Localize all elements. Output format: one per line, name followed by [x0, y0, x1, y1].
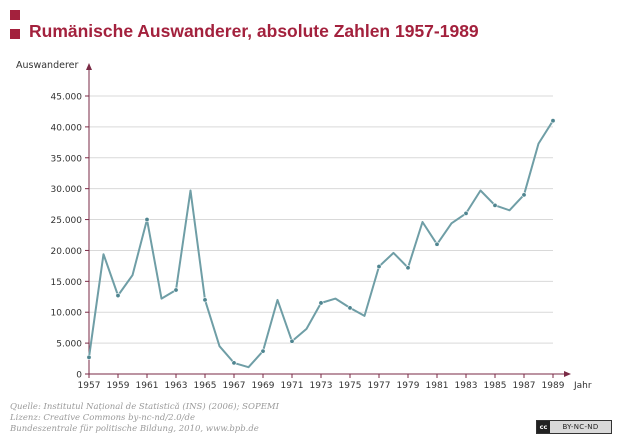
data-point — [144, 217, 150, 223]
y-tick-label: 45.000 — [51, 93, 83, 103]
data-point — [550, 118, 556, 124]
y-tick-label: 35.000 — [51, 154, 83, 164]
x-tick-label: 1961 — [136, 381, 159, 391]
x-tick-label: 1981 — [426, 381, 449, 391]
x-tick-label: 1967 — [223, 381, 246, 391]
cc-license-text: BY-NC-ND — [562, 423, 599, 431]
y-tick-label: 30.000 — [51, 185, 83, 195]
y-tick-label: 15.000 — [51, 278, 83, 288]
axes: Auswanderer Jahr — [16, 60, 592, 391]
data-point — [434, 241, 440, 247]
x-tick-label: 1983 — [455, 381, 478, 391]
data-point — [376, 264, 382, 270]
grid-lines — [85, 95, 553, 375]
cc-license-badge: cc BY-NC-ND — [536, 420, 612, 434]
x-tick-label: 1985 — [484, 381, 507, 391]
data-point — [289, 338, 295, 344]
x-tick-label: 1973 — [310, 381, 333, 391]
data-point — [463, 210, 469, 216]
y-tick-label: 10.000 — [51, 309, 83, 319]
cc-logo-icon: cc — [537, 421, 550, 433]
y-tick-label: 25.000 — [51, 216, 83, 226]
data-point — [115, 293, 121, 299]
source-note: Quelle: Institutul Național de Statistic… — [10, 402, 279, 435]
brand-square-top — [10, 10, 20, 20]
data-point — [173, 287, 179, 293]
y-axis-label: Auswanderer — [16, 60, 78, 71]
chart-title: Rumänische Auswanderer, absolute Zahlen … — [29, 21, 479, 41]
y-tick-label: 0 — [76, 371, 82, 381]
data-point — [347, 305, 353, 311]
y-tick-label: 5.000 — [56, 340, 82, 350]
data-point — [318, 300, 324, 306]
x-tick-label: 1975 — [339, 381, 362, 391]
x-axis-label: Jahr — [573, 381, 592, 391]
y-tick-label: 20.000 — [51, 247, 83, 257]
source-line: Quelle: Institutul Național de Statistic… — [10, 402, 279, 412]
x-tick-label: 1969 — [252, 381, 275, 391]
y-tick-label: 40.000 — [51, 123, 83, 133]
y-tick-labels: 0 5.000 10.000 15.000 20.000 25.000 30.000 35.0… — [51, 93, 83, 381]
data-point — [405, 265, 411, 271]
line-chart: Auswanderer Jahr 0 5.000 10.000 15.000 20.00… — [16, 60, 592, 391]
x-axis-arrow — [564, 371, 571, 377]
x-tick-label: 1989 — [542, 381, 565, 391]
data-point — [260, 348, 266, 354]
x-tick-label: 1959 — [107, 381, 130, 391]
x-tick-label: 1987 — [513, 381, 536, 391]
x-tick-labels: 1957 1959 1961 1963 1965 1967 1969 1971 1973 1975… — [78, 374, 565, 391]
x-tick-label: 1971 — [281, 381, 304, 391]
x-tick-label: 1979 — [397, 381, 420, 391]
x-tick-label: 1965 — [194, 381, 217, 391]
data-point — [521, 192, 527, 198]
license-line: Lizenz: Creative Commons by-nc-nd/2.0/de — [10, 413, 195, 423]
data-point — [202, 297, 208, 303]
data-point — [231, 360, 237, 366]
x-tick-label: 1957 — [78, 381, 101, 391]
data-point — [492, 202, 498, 208]
x-tick-label: 1963 — [165, 381, 188, 391]
publisher-line: Bundeszentrale für politische Bildung, 2… — [10, 424, 259, 434]
y-axis-arrow — [86, 63, 92, 70]
data-point — [86, 354, 92, 360]
title-square-marker — [10, 29, 20, 39]
x-tick-label: 1977 — [368, 381, 391, 391]
series — [86, 118, 556, 369]
